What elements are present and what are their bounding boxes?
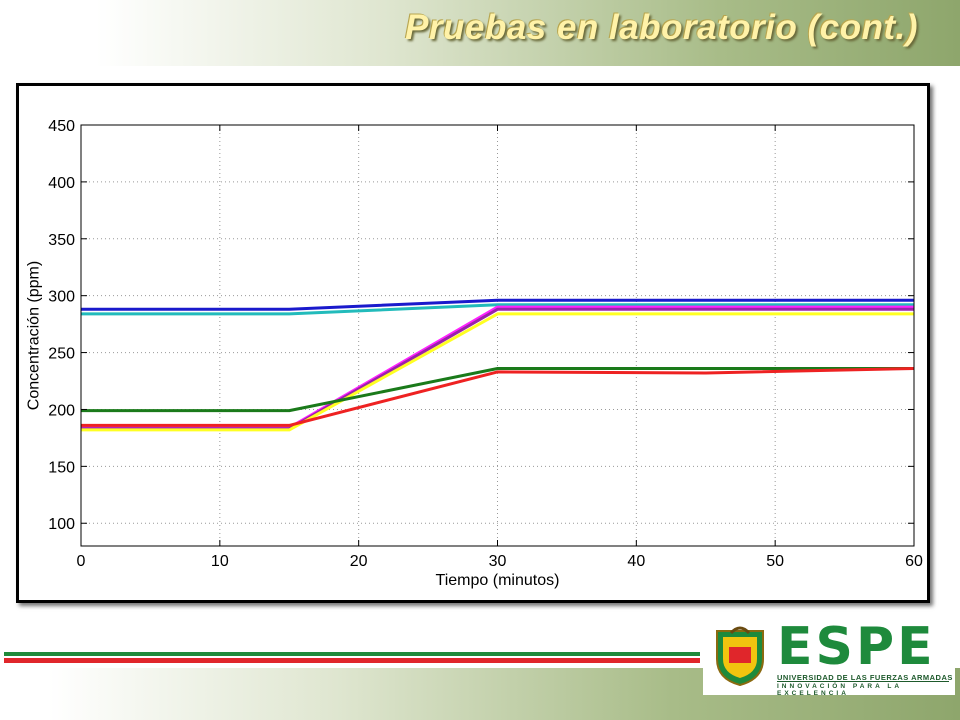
footer-stripe-red — [4, 658, 700, 663]
x-tick-label: 0 — [77, 553, 86, 570]
y-tick-label: 400 — [48, 175, 75, 192]
grid-lines — [81, 125, 914, 546]
x-axis-label: Tiempo (minutos) — [436, 572, 560, 589]
logo-divider — [777, 681, 949, 682]
x-tick-label: 50 — [766, 553, 784, 570]
y-tick-label: 200 — [48, 402, 75, 419]
axes-box — [80, 124, 915, 547]
x-tick-label: 60 — [905, 553, 923, 570]
y-tick-label: 300 — [48, 289, 75, 306]
series-line-1 — [81, 298, 914, 311]
series-lines — [81, 298, 915, 432]
chart-frame: 0 10 20 30 40 50 60 100 150 200 250 300 350 400 450 Ti… — [16, 83, 930, 603]
series-line-5 — [81, 312, 914, 432]
x-tick-label: 40 — [627, 553, 645, 570]
series-line-2 — [81, 303, 914, 316]
y-tick-label: 100 — [48, 516, 75, 533]
axis-ticks: 0 10 20 30 40 50 60 100 150 200 250 300 350 400 450 — [48, 118, 923, 570]
series-line-7 — [81, 367, 915, 427]
x-tick-label: 20 — [350, 553, 368, 570]
logo-tagline: INNOVACIÓN PARA LA EXCELENCIA — [777, 683, 902, 697]
x-tick-label: 10 — [211, 553, 229, 570]
y-tick-label: 450 — [48, 118, 75, 135]
y-tick-label: 250 — [48, 346, 75, 363]
y-axis-label: Concentración (ppm) — [26, 261, 43, 410]
y-tick-label: 350 — [48, 232, 75, 249]
line-chart: 0 10 20 30 40 50 60 100 150 200 250 300 350 400 450 Ti… — [26, 118, 923, 589]
slide-title: Pruebas en laboratorio (cont.) — [405, 8, 918, 47]
footer-stripe-green — [4, 652, 700, 656]
x-tick-label: 30 — [489, 553, 507, 570]
espe-logo: ESPE UNIVERSIDAD DE LAS FUERZAS ARMADAS … — [703, 615, 955, 697]
series-line-6 — [81, 367, 914, 413]
logo-wordmark: ESPE — [777, 617, 936, 677]
y-tick-label: 150 — [48, 459, 75, 476]
title-bar: Pruebas en laboratorio (cont.) — [0, 0, 960, 66]
university-crest-icon — [716, 626, 764, 687]
logo-subtitle: UNIVERSIDAD DE LAS FUERZAS ARMADAS — [777, 673, 953, 682]
